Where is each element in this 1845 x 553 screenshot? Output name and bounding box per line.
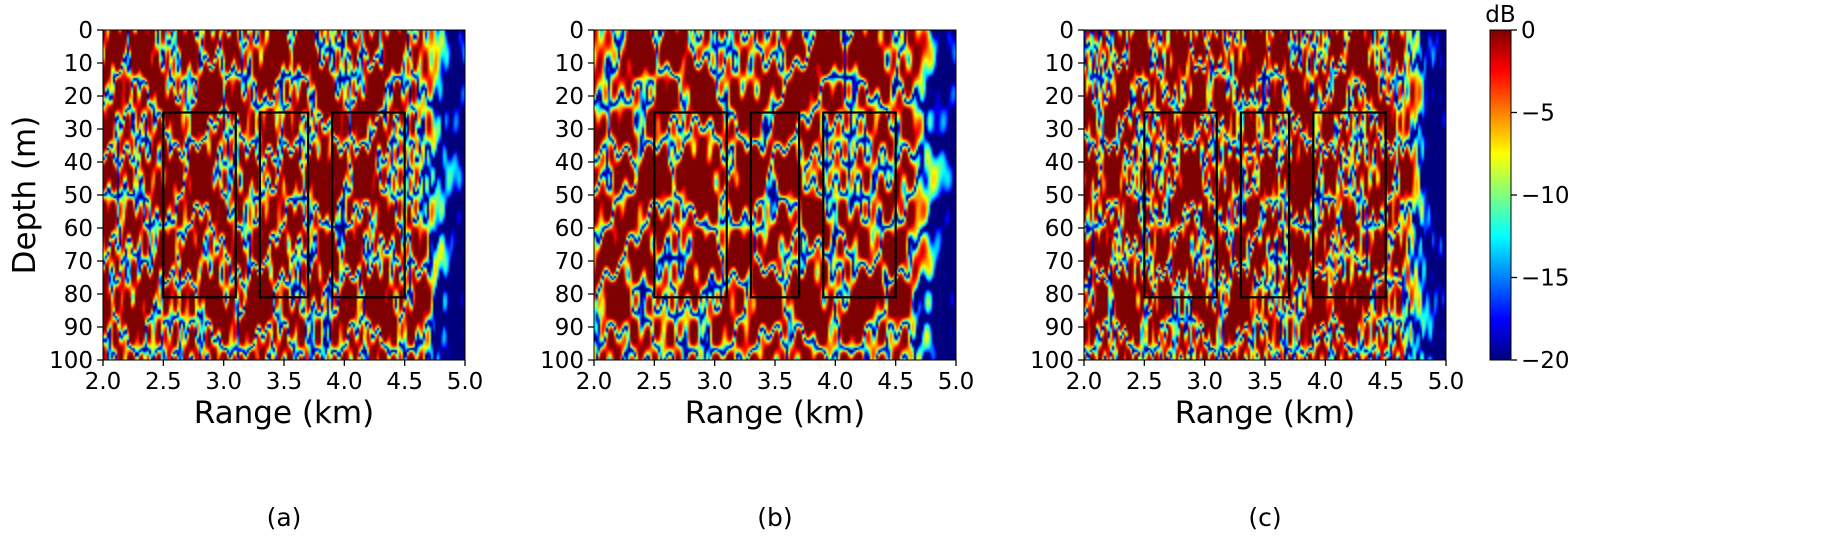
colorbar-tick-label: −20	[1521, 348, 1570, 374]
y-tick-label: 80	[1045, 282, 1074, 308]
x-tick-label: 4.5	[877, 369, 914, 395]
y-tick-label: 80	[64, 282, 93, 308]
y-tick-label: 50	[555, 183, 584, 209]
plot-frame	[593, 29, 957, 361]
y-tick-label: 40	[64, 150, 93, 176]
y-tick-label: 10	[555, 51, 584, 77]
panel-c: 2.0 2.5 3.0 3.5 4.0 4.5 5.0 0 10 20 30 40 50 60 70 80 90…	[1030, 18, 1464, 532]
colorbar-tick-label: −15	[1521, 266, 1570, 292]
y-tick-label: 10	[1045, 51, 1074, 77]
y-tick-label: 40	[555, 150, 584, 176]
y-tick-label: 50	[1045, 183, 1074, 209]
x-tick-label: 4.5	[1367, 369, 1404, 395]
y-tick-label: 90	[555, 315, 584, 341]
highlight-box-3	[822, 111, 897, 299]
x-axis-label: Range (km)	[1175, 395, 1355, 431]
y-tick-label: 90	[64, 315, 93, 341]
highlight-box-3	[331, 111, 406, 299]
panel-label: (c)	[1248, 503, 1281, 532]
colorbar-tick-label: −10	[1521, 183, 1570, 209]
y-tick-label: 0	[1059, 18, 1074, 44]
panel-a: 2.0 2.5 3.0 3.5 4.0 4.5 5.0 0 10 20 30 40 50 60 70 80 90…	[7, 18, 483, 532]
y-tick-label: 30	[64, 117, 93, 143]
x-tick-label: 3.5	[757, 369, 794, 395]
y-axis-label: Depth (m)	[7, 116, 43, 275]
x-tick-label: 4.0	[817, 369, 854, 395]
highlight-box-2	[749, 111, 801, 299]
x-axis-label: Range (km)	[685, 395, 865, 431]
panel-b: 2.0 2.5 3.0 3.5 4.0 4.5 5.0 0 10 20 30 40 50 60 70 80 90…	[540, 18, 974, 532]
x-tick-label: 4.0	[1307, 369, 1344, 395]
y-tick-label: 20	[1045, 84, 1074, 110]
colorbar: 0 −5 −10 −15 −20 dB	[1485, 2, 1569, 374]
x-tick-label: 5.0	[1428, 369, 1465, 395]
colorbar-tick-label: 0	[1521, 18, 1536, 44]
highlight-box-2	[258, 111, 310, 299]
x-tick-label: 2.0	[1066, 369, 1103, 395]
y-tick-label: 0	[78, 18, 93, 44]
x-tick-label: 5.0	[447, 369, 484, 395]
x-tick-label: 3.0	[1186, 369, 1223, 395]
y-tick-label: 20	[555, 84, 584, 110]
x-tick-label: 3.5	[266, 369, 303, 395]
colorbar-gradient	[1489, 29, 1512, 361]
x-tick-label: 2.5	[145, 369, 182, 395]
highlight-box-1	[162, 111, 237, 299]
y-tick-label: 30	[1045, 117, 1074, 143]
highlight-box-1	[653, 111, 728, 299]
heatmap-image	[594, 30, 956, 360]
y-tick-label: 100	[49, 348, 93, 374]
y-tick-label: 50	[64, 183, 93, 209]
highlight-box-1	[1143, 111, 1218, 299]
y-tick-label: 90	[1045, 315, 1074, 341]
y-tick-label: 70	[64, 249, 93, 275]
colorbar-tick-label: −5	[1521, 101, 1555, 127]
heatmap-image	[1084, 30, 1446, 360]
heatmap-image	[103, 30, 465, 360]
y-tick-label: 70	[555, 249, 584, 275]
colorbar-unit-label: dB	[1485, 2, 1515, 28]
x-tick-label: 5.0	[938, 369, 975, 395]
y-tick-label: 70	[1045, 249, 1074, 275]
y-tick-label: 20	[64, 84, 93, 110]
panels: 2.0 2.5 3.0 3.5 4.0 4.5 5.0 0 10 20 30 40 50 60 70 80 90…	[7, 18, 1464, 532]
y-tick-label: 80	[555, 282, 584, 308]
x-tick-label: 2.0	[85, 369, 122, 395]
y-tick-label: 40	[1045, 150, 1074, 176]
highlight-box-3	[1312, 111, 1387, 299]
x-tick-label: 3.0	[205, 369, 242, 395]
x-tick-label: 2.5	[1126, 369, 1163, 395]
y-tick-label: 30	[555, 117, 584, 143]
y-tick-label: 100	[1030, 348, 1074, 374]
y-tick-label: 100	[540, 348, 584, 374]
x-tick-label: 4.0	[326, 369, 363, 395]
x-axis-label: Range (km)	[194, 395, 374, 431]
plot-frame	[1083, 29, 1447, 361]
panel-label: (a)	[267, 503, 302, 532]
y-tick-label: 60	[64, 216, 93, 242]
highlight-box-2	[1239, 111, 1291, 299]
x-tick-label: 3.0	[696, 369, 733, 395]
x-tick-label: 4.5	[386, 369, 423, 395]
x-tick-label: 3.5	[1247, 369, 1284, 395]
y-tick-label: 60	[555, 216, 584, 242]
x-tick-label: 2.0	[576, 369, 613, 395]
y-tick-label: 60	[1045, 216, 1074, 242]
y-tick-label: 0	[569, 18, 584, 44]
y-tick-label: 10	[64, 51, 93, 77]
x-tick-label: 2.5	[636, 369, 673, 395]
plot-frame	[102, 29, 466, 361]
panel-label: (b)	[757, 503, 792, 532]
